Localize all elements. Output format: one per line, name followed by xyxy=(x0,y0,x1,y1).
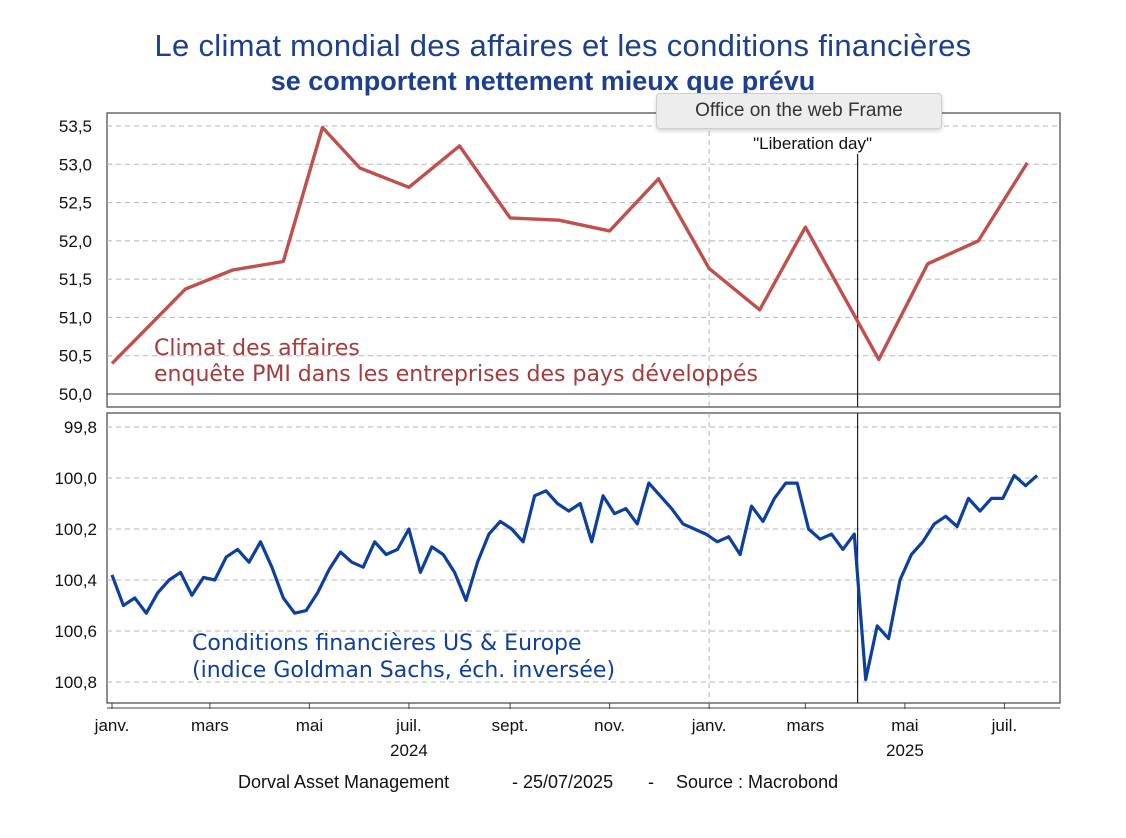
pmi-y-tick-label: 53,0 xyxy=(59,155,92,174)
gs-y-tick-label: 99,8 xyxy=(64,418,97,437)
pmi-panel: 50,0 50,5 51,0 51,5 52,0 52,5 53,0 53,5 "Libera… xyxy=(59,112,1061,408)
x-tick-label: mars xyxy=(191,716,229,735)
x-tick-label: nov. xyxy=(594,716,625,735)
x-tick-label: mars xyxy=(786,716,824,735)
footer-source: Source : Macrobond xyxy=(676,772,839,792)
gs-y-tick-label: 100,0 xyxy=(54,469,97,488)
gs-label-line1: Conditions financières US & Europe xyxy=(192,631,582,656)
x-tick-label: mai xyxy=(891,716,918,735)
pmi-y-tick-label: 52,5 xyxy=(59,194,92,213)
pmi-y-tick-labels: 50,0 50,5 51,0 51,5 52,0 52,5 53,0 53,5 xyxy=(59,117,92,404)
chart-title-line1: Le climat mondial des affaires et les co… xyxy=(154,28,972,63)
pmi-y-tick-label: 51,0 xyxy=(59,308,92,327)
pmi-panel-frame xyxy=(106,112,1061,408)
liberation-day-annotation: "Liberation day" xyxy=(753,134,872,153)
pmi-label-line1: Climat des affaires xyxy=(154,336,360,361)
pmi-series-line xyxy=(110,125,1029,365)
x-year-label: 2025 xyxy=(886,741,924,760)
pmi-y-tick-label: 50,5 xyxy=(59,347,92,366)
x-year-label: 2024 xyxy=(390,741,428,760)
gs-panel-frame xyxy=(106,412,1061,704)
pmi-y-tick-label: 51,5 xyxy=(59,270,92,289)
office-frame-tooltip: Office on the web Frame xyxy=(656,93,942,129)
x-tick-label: juil. xyxy=(991,716,1018,735)
x-tick-label: janv. xyxy=(94,716,130,735)
gs-panel: 99,8 100,0 100,2 100,4 100,6 100,8 Conditions… xyxy=(54,412,1061,704)
gs-y-tick-label: 100,4 xyxy=(54,571,97,590)
pmi-label-line2: enquête PMI dans les entreprises des pay… xyxy=(154,362,758,387)
gs-y-tick-labels: 99,8 100,0 100,2 100,4 100,6 100,8 xyxy=(54,418,97,692)
gs-y-tick-label: 100,8 xyxy=(54,673,97,692)
x-tick-label: mai xyxy=(296,716,323,735)
x-tick-label: sept. xyxy=(492,716,529,735)
x-tick-label: janv. xyxy=(691,716,727,735)
cut-off-text-strip xyxy=(0,826,1126,838)
pmi-y-tick-label: 53,5 xyxy=(59,117,92,136)
gs-y-tick-label: 100,2 xyxy=(54,520,97,539)
gs-label-line2: (indice Goldman Sachs, éch. inversée) xyxy=(192,658,615,683)
x-axis: janv. mars mai juil. sept. nov. janv. mars mai ju… xyxy=(94,703,1060,760)
pmi-y-tick-label: 50,0 xyxy=(59,385,92,404)
footer-date: - 25/07/2025 xyxy=(512,772,614,792)
chart-title-line2: se comportent nettement mieux que prévu xyxy=(270,66,816,96)
pmi-y-tick-label: 52,0 xyxy=(59,232,92,251)
x-tick-label: juil. xyxy=(395,716,422,735)
footer-author: Dorval Asset Management xyxy=(238,772,450,792)
footer-dash: - xyxy=(648,772,654,792)
gs-y-tick-label: 100,6 xyxy=(54,622,97,641)
gs-series-line xyxy=(110,473,1039,682)
